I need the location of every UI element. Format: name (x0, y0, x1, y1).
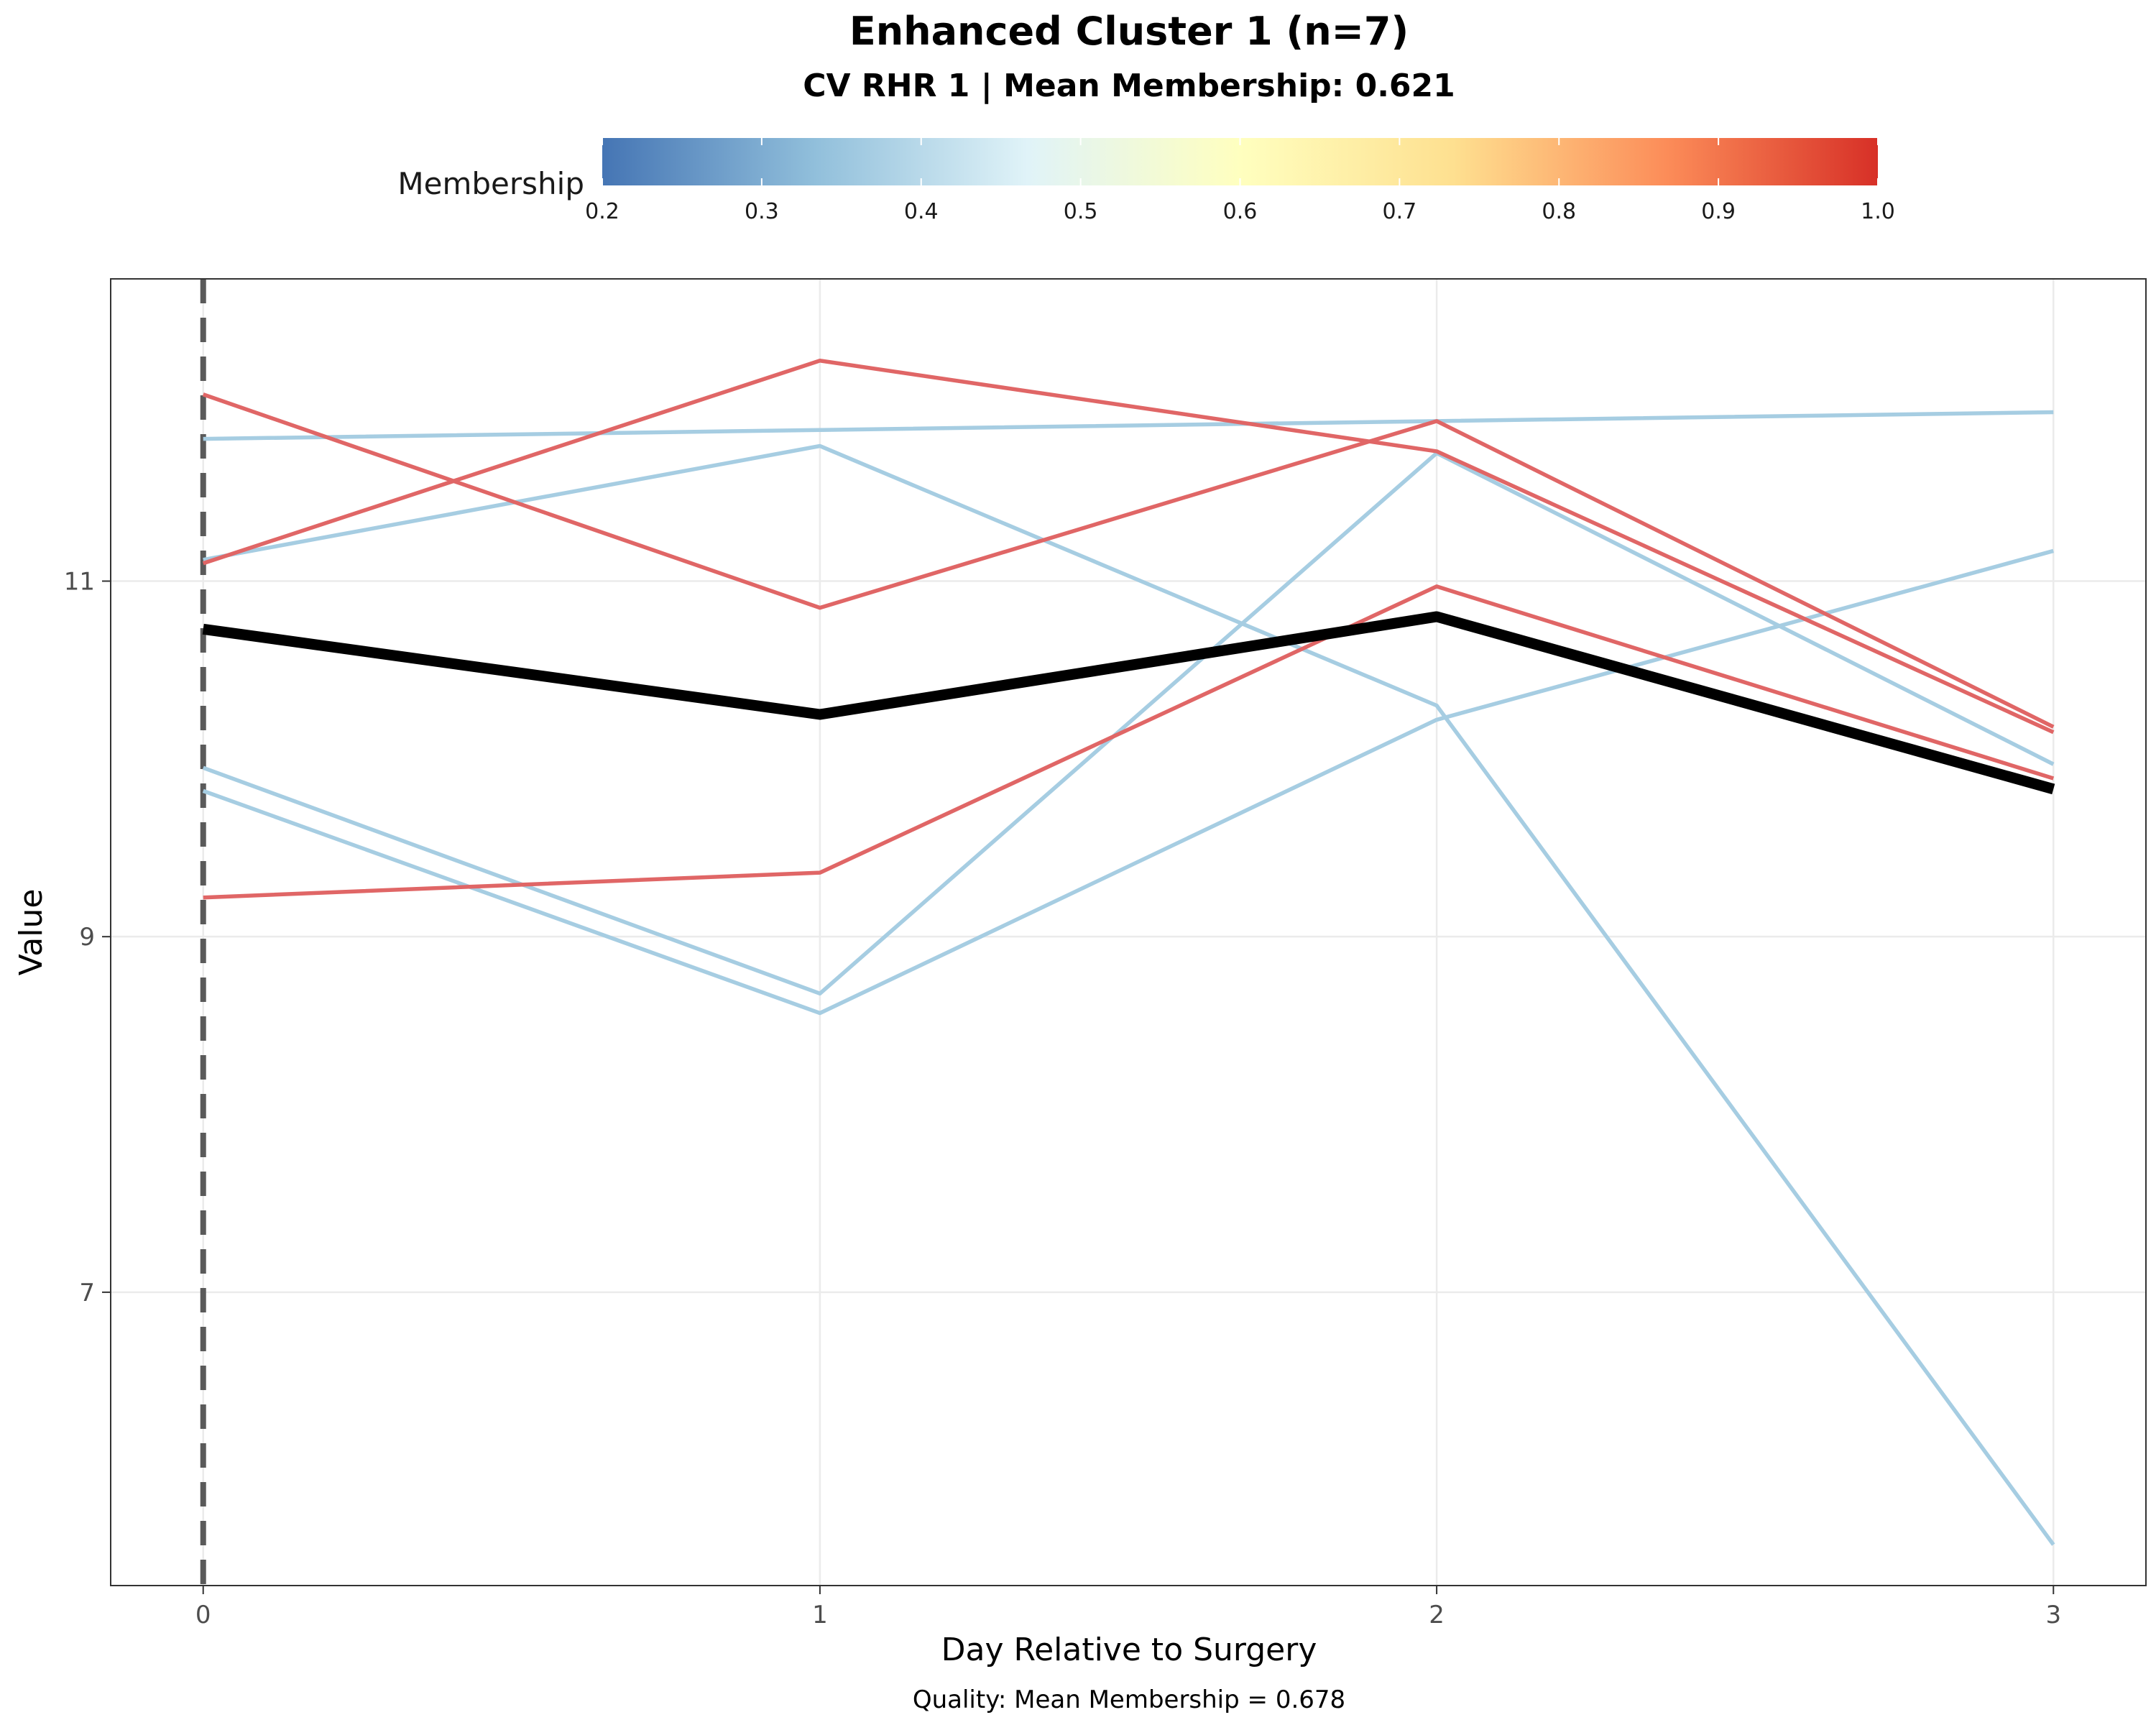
grid (111, 279, 2146, 1586)
colorbar-tick-label: 0.8 (1542, 199, 1576, 224)
series-line-1 (203, 410, 2054, 441)
colorbar-ticks: 0.2 0.3 0.4 0.5 0.6 0.7 0.8 0.9 1.0 (585, 138, 1895, 224)
x-tick-label: 2 (1429, 1601, 1445, 1629)
series-line-3 (202, 451, 2055, 996)
y-tick-label: 9 (79, 923, 95, 952)
series-lines (202, 359, 2055, 1546)
series-line-2 (203, 443, 2055, 1546)
y-tick-label: 11 (64, 567, 95, 596)
colorbar-tick-label: 0.7 (1383, 199, 1417, 224)
x-tick-label: 0 (195, 1601, 211, 1629)
colorbar-tick-label: 0.6 (1223, 199, 1258, 224)
x-tick-label: 1 (812, 1601, 828, 1629)
x-axis-ticks: 0 1 2 3 (195, 1586, 2061, 1629)
series-line-7 (203, 584, 2055, 900)
y-axis-title: Value (13, 889, 50, 976)
chart-subtitle: CV RHR 1 | Mean Membership: 0.621 (803, 68, 1455, 104)
series-line-mean (202, 611, 2055, 795)
x-tick-label: 3 (2045, 1601, 2061, 1629)
colorbar-tick-label: 0.2 (585, 199, 619, 224)
y-tick-label: 7 (79, 1279, 95, 1307)
chart-caption: Quality: Mean Membership = 0.678 (913, 1685, 1345, 1714)
series-line-5 (202, 392, 2055, 729)
colorbar-tick-label: 0.5 (1064, 199, 1098, 224)
y-axis-ticks: 7 9 11 (64, 567, 111, 1307)
colorbar-gradient (602, 138, 1878, 185)
series-line-4 (202, 548, 2054, 1016)
colorbar-label: Membership (397, 166, 584, 201)
colorbar-tick-label: 0.4 (904, 199, 939, 224)
colorbar: Membership 0.2 0.3 0.4 0.5 0.6 0.7 0.8 0.9 1.0 (397, 138, 1895, 224)
series-line-6 (202, 359, 2055, 735)
colorbar-tick-label: 0.9 (1701, 199, 1736, 224)
chart-title: Enhanced Cluster 1 (n=7) (849, 9, 1409, 54)
colorbar-tick-label: 1.0 (1861, 199, 1895, 224)
plot-panel-border (110, 278, 2147, 1586)
colorbar-tick-label: 0.3 (745, 199, 779, 224)
x-axis-title: Day Relative to Surgery (941, 1632, 1317, 1668)
